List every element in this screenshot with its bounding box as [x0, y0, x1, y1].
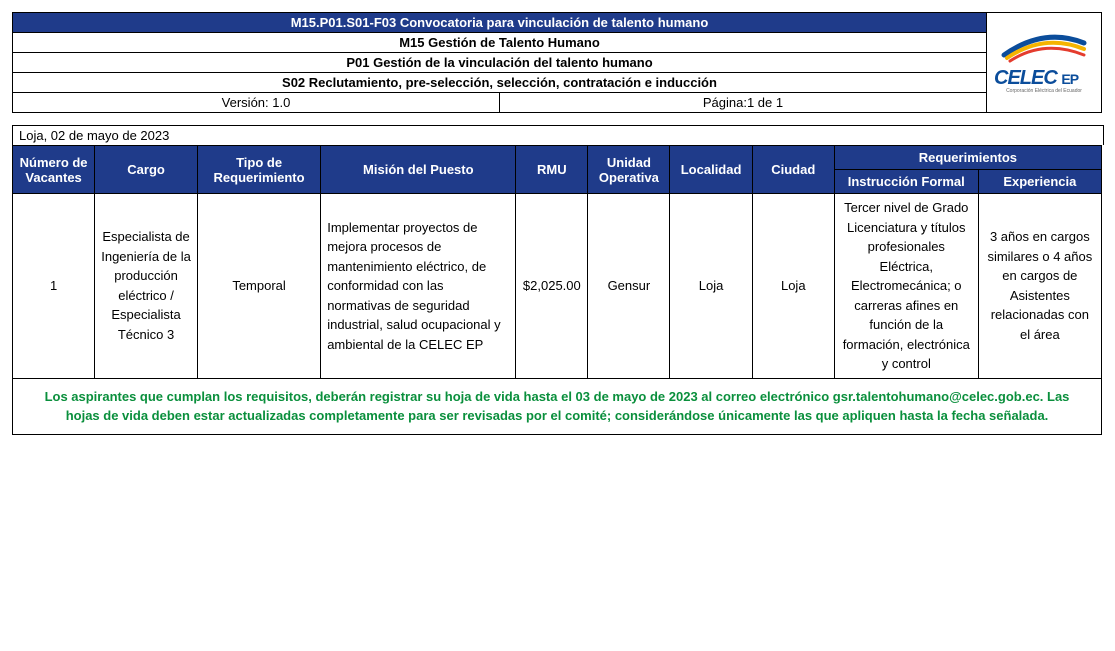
col-requerimientos: Requerimientos — [834, 146, 1101, 170]
col-instruccion: Instrucción Formal — [834, 170, 978, 194]
version-label: Versión: 1.0 — [13, 93, 500, 112]
version-row: Versión: 1.0 Página:1 de 1 — [13, 93, 986, 112]
col-unidad: Unidad Operativa — [588, 146, 670, 194]
logo-brand-suffix: EP — [1061, 71, 1078, 87]
cell-vacantes: 1 — [13, 194, 95, 379]
col-tipo: Tipo de Requerimiento — [197, 146, 320, 194]
col-ciudad: Ciudad — [752, 146, 834, 194]
cell-unidad: Gensur — [588, 194, 670, 379]
col-rmu: RMU — [516, 146, 588, 194]
logo-brand: CELEC EP — [994, 67, 1094, 90]
header-line-1: M15.P01.S01-F03 Convocatoria para vincul… — [13, 13, 986, 33]
cell-tipo: Temporal — [197, 194, 320, 379]
cell-mision: Implementar proyectos de mejora procesos… — [321, 194, 516, 379]
table-head: Número de Vacantes Cargo Tipo de Requeri… — [13, 146, 1102, 194]
col-mision: Misión del Puesto — [321, 146, 516, 194]
logo-swoosh-icon — [999, 31, 1089, 65]
header-line-2: M15 Gestión de Talento Humano — [13, 33, 986, 53]
cell-localidad: Loja — [670, 194, 752, 379]
header-line-3: P01 Gestión de la vinculación del talent… — [13, 53, 986, 73]
footer-note: Los aspirantes que cumplan los requisito… — [13, 378, 1102, 434]
cell-cargo: Especialista de Ingeniería de la producc… — [95, 194, 198, 379]
header-line-4: S02 Reclutamiento, pre-selección, selecc… — [13, 73, 986, 93]
logo-cell: CELEC EP Corporación Eléctrica del Ecuad… — [987, 12, 1102, 113]
celec-logo: CELEC EP Corporación Eléctrica del Ecuad… — [994, 31, 1094, 94]
table-row: 1 Especialista de Ingeniería de la produ… — [13, 194, 1102, 379]
cell-rmu: $2,025.00 — [516, 194, 588, 379]
col-localidad: Localidad — [670, 146, 752, 194]
page-label: Página:1 de 1 — [500, 93, 986, 112]
cell-experiencia: 3 años en cargos similares o 4 años en c… — [978, 194, 1101, 379]
cell-ciudad: Loja — [752, 194, 834, 379]
col-cargo: Cargo — [95, 146, 198, 194]
date-line: Loja, 02 de mayo de 2023 — [12, 125, 1104, 145]
col-vacantes: Número de Vacantes — [13, 146, 95, 194]
cell-instruccion: Tercer nivel de Grado Licenciatura y tít… — [834, 194, 978, 379]
col-experiencia: Experiencia — [978, 170, 1101, 194]
logo-subtext: Corporación Eléctrica del Ecuador — [994, 88, 1094, 94]
logo-brand-main: CELEC — [994, 67, 1057, 89]
header-lines: M15.P01.S01-F03 Convocatoria para vincul… — [12, 12, 987, 113]
document-header: M15.P01.S01-F03 Convocatoria para vincul… — [12, 12, 1102, 113]
vacancies-table: Número de Vacantes Cargo Tipo de Requeri… — [12, 145, 1102, 435]
